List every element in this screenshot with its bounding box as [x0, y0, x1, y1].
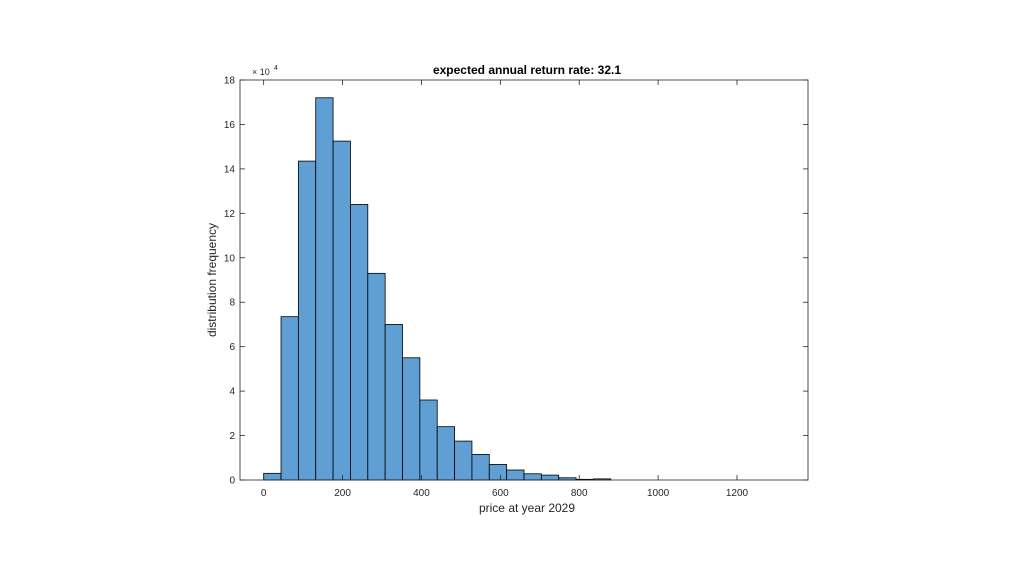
- histogram-bar: [263, 472, 282, 481]
- y-exponent-power: 4: [274, 65, 278, 72]
- histogram-bar: [367, 272, 386, 481]
- y-tick-label: 12: [224, 209, 236, 220]
- histogram-bar: [506, 469, 525, 481]
- x-axis-ticks: 0 200 400 600 800 1000 1200: [261, 80, 749, 499]
- histogram-bar: [297, 160, 317, 481]
- y-tick-label: 6: [229, 342, 235, 353]
- y-tick-label: 8: [229, 298, 235, 309]
- histogram-bar: [332, 140, 351, 481]
- y-axis-exponent: × 10 4: [252, 65, 278, 77]
- x-tick-label: 800: [571, 488, 588, 499]
- y-tick-label: 18: [224, 76, 236, 87]
- x-tick-label: 1000: [647, 488, 670, 499]
- plot-box: [239, 79, 809, 481]
- y-axis-ticks: 0 2 4 6 8 10 12 14 16 18: [224, 76, 808, 487]
- y-tick-label: 14: [224, 164, 236, 175]
- y-tick-label: 0: [229, 476, 235, 487]
- y-tick-label: 4: [229, 387, 235, 398]
- histogram-bar: [350, 204, 369, 481]
- histogram-bar: [540, 474, 560, 481]
- histogram-bar: [523, 473, 542, 481]
- histogram-bar: [280, 316, 299, 481]
- y-tick-label: 10: [224, 253, 236, 264]
- y-tick-label: 2: [229, 431, 235, 442]
- histogram-bar: [436, 426, 455, 481]
- x-axis-label: price at year 2029: [479, 501, 575, 515]
- y-exponent-base: × 10: [252, 67, 270, 77]
- histogram-bar: [315, 97, 334, 481]
- x-tick-label: 400: [413, 488, 430, 499]
- histogram-bar: [419, 399, 438, 481]
- histogram-bar: [471, 454, 490, 481]
- x-tick-label: 200: [334, 488, 351, 499]
- histogram-bar: [384, 324, 403, 481]
- y-axis-label: distribution frequency: [205, 223, 219, 337]
- x-tick-label: 600: [492, 488, 509, 499]
- histogram-bar: [402, 357, 421, 481]
- histogram-bar: [488, 464, 508, 481]
- x-tick-label: 1200: [726, 488, 749, 499]
- histogram-bar: [454, 440, 473, 481]
- histogram-bars: [263, 97, 612, 481]
- y-tick-label: 16: [224, 120, 236, 131]
- x-tick-label: 0: [261, 488, 267, 499]
- chart-title: expected annual return rate: 32.1: [433, 63, 621, 77]
